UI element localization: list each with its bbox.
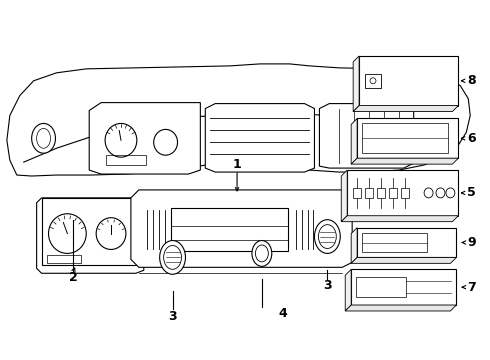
Text: 3: 3 <box>323 279 332 292</box>
Bar <box>347 170 458 216</box>
Polygon shape <box>205 104 315 172</box>
Bar <box>351 269 456 305</box>
Polygon shape <box>353 56 359 112</box>
Ellipse shape <box>160 240 185 274</box>
Polygon shape <box>353 105 458 112</box>
Bar <box>357 118 458 158</box>
Text: 7: 7 <box>467 281 476 294</box>
Bar <box>365 74 381 88</box>
Text: 8: 8 <box>467 74 476 87</box>
Bar <box>362 123 448 153</box>
Polygon shape <box>341 216 458 222</box>
Bar <box>401 188 409 198</box>
Polygon shape <box>351 228 357 264</box>
Polygon shape <box>351 257 456 264</box>
Polygon shape <box>131 190 352 267</box>
Bar <box>362 233 427 252</box>
Polygon shape <box>351 158 458 164</box>
Polygon shape <box>345 305 456 311</box>
Text: 5: 5 <box>467 186 476 199</box>
Bar <box>389 188 397 198</box>
Bar <box>353 188 361 198</box>
Polygon shape <box>345 269 351 311</box>
Polygon shape <box>89 103 200 174</box>
Text: 4: 4 <box>278 307 287 320</box>
Ellipse shape <box>32 123 55 153</box>
Ellipse shape <box>252 240 272 266</box>
Text: 2: 2 <box>69 271 78 284</box>
Text: 6: 6 <box>467 132 476 145</box>
Bar <box>47 255 81 264</box>
Bar <box>42 198 136 265</box>
Polygon shape <box>341 170 347 222</box>
Polygon shape <box>7 64 470 176</box>
Text: 1: 1 <box>233 158 242 171</box>
Bar <box>357 228 456 257</box>
Bar <box>356 277 406 297</box>
Polygon shape <box>351 118 357 164</box>
Text: 9: 9 <box>467 236 476 249</box>
Polygon shape <box>319 104 414 168</box>
Bar <box>377 188 385 198</box>
Bar <box>171 208 288 251</box>
Bar <box>106 155 146 165</box>
Bar <box>359 56 458 105</box>
Bar <box>365 188 373 198</box>
Ellipse shape <box>315 220 340 253</box>
Text: 3: 3 <box>168 310 177 323</box>
Polygon shape <box>37 198 144 273</box>
